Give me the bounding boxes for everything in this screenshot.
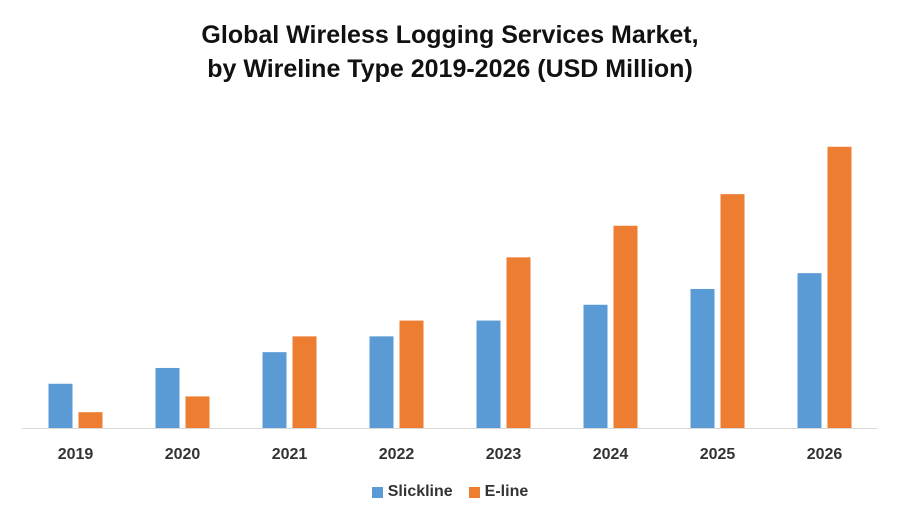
bar-e-line-2019 bbox=[78, 412, 103, 428]
chart-title: Global Wireless Logging Services Market,… bbox=[0, 18, 900, 86]
x-tick-label-2020: 2020 bbox=[165, 446, 201, 463]
bar-slickline-2019 bbox=[48, 383, 73, 428]
chart-legend: Slickline E-line bbox=[0, 483, 900, 501]
bar-e-line-2021 bbox=[292, 336, 317, 428]
legend-swatch-e-line bbox=[468, 486, 480, 498]
bar-e-line-2025 bbox=[720, 194, 745, 428]
bar-slickline-2022 bbox=[369, 336, 394, 428]
bar-slickline-2025 bbox=[690, 288, 715, 428]
bar-e-line-2020 bbox=[185, 396, 210, 428]
bar-e-line-2023 bbox=[506, 257, 531, 428]
legend-swatch-slickline bbox=[371, 486, 383, 498]
x-tick-label-2021: 2021 bbox=[272, 446, 308, 463]
bar-slickline-2024 bbox=[583, 304, 608, 428]
x-tick-label-2022: 2022 bbox=[379, 446, 415, 463]
bar-e-line-2026 bbox=[827, 146, 852, 428]
legend-label-e-line: E-line bbox=[484, 483, 529, 500]
x-tick-label-2019: 2019 bbox=[58, 446, 94, 463]
bar-slickline-2020 bbox=[155, 367, 180, 428]
bar-e-line-2024 bbox=[613, 225, 638, 428]
bar-slickline-2026 bbox=[797, 273, 822, 428]
chart-title-line-1: Global Wireless Logging Services Market, bbox=[201, 21, 699, 49]
x-tick-label-2023: 2023 bbox=[486, 446, 522, 463]
x-tick-label-2026: 2026 bbox=[807, 446, 843, 463]
x-tick-label-2025: 2025 bbox=[700, 446, 736, 463]
legend-label-slickline: Slickline bbox=[387, 483, 453, 500]
bar-slickline-2023 bbox=[476, 320, 501, 428]
legend-item-e-line: E-line bbox=[468, 483, 529, 501]
bar-e-line-2022 bbox=[399, 320, 424, 428]
bar-slickline-2021 bbox=[262, 352, 287, 428]
chart-title-line-2: by Wireline Type 2019-2026 (USD Million) bbox=[207, 55, 693, 83]
legend-item-slickline: Slickline bbox=[371, 483, 453, 501]
x-tick-label-2024: 2024 bbox=[593, 446, 629, 463]
